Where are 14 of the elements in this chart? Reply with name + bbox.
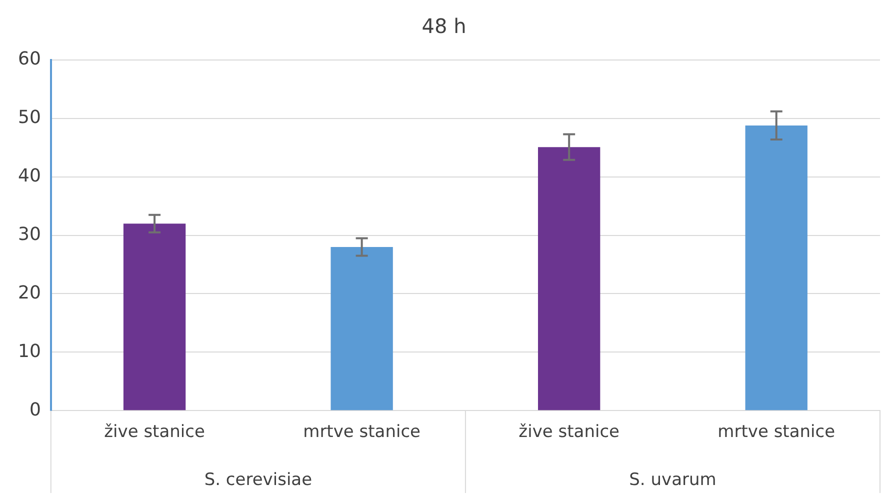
- x-tick-label: žive stanice: [104, 422, 205, 442]
- y-tick-label: 20: [18, 282, 41, 304]
- y-tick-label: 0: [29, 399, 41, 420]
- x-tick-label: mrtve stanice: [303, 422, 421, 442]
- x-tick-label: mrtve stanice: [718, 422, 836, 442]
- y-tick-label: 60: [18, 48, 41, 70]
- x-tick-label: žive stanice: [518, 422, 620, 442]
- y-tick-label: 30: [18, 224, 41, 245]
- chart-title: 48 h: [422, 14, 466, 38]
- text: S. cerevisiae: [204, 470, 312, 490]
- y-tick-label: 40: [18, 166, 41, 187]
- text: S. uvarum: [629, 470, 716, 490]
- y-tick-label: 10: [18, 340, 41, 362]
- y-tick-label: 50: [18, 107, 41, 128]
